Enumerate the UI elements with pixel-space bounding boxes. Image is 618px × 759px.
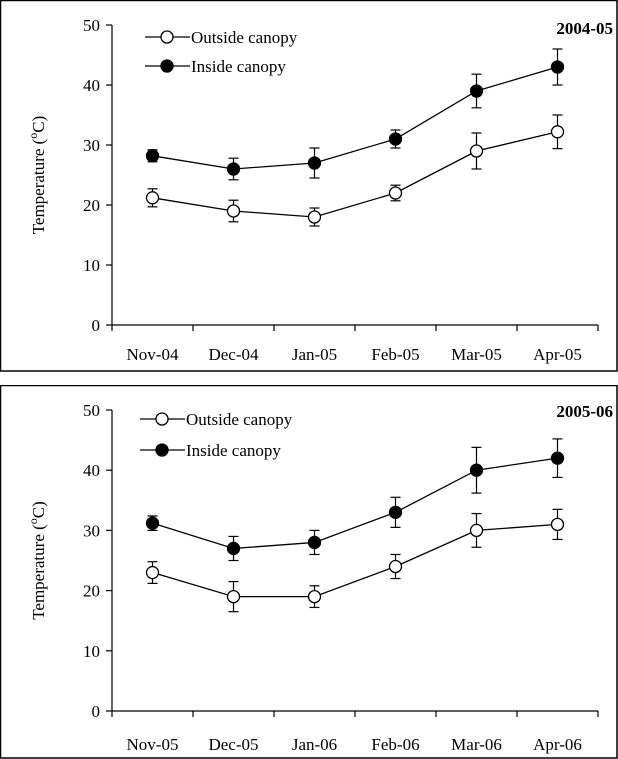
chart-2005-06: 0 10 20 30 40 50 Nov-05 Dec-05 Jan-06 Feb-06 Mar-0… [0,385,618,759]
series-line-outside [152,131,558,218]
data-point [226,204,241,218]
chart-title: 2004-05 [556,19,613,38]
data-point [145,516,160,530]
data-point [388,505,403,519]
chart-frame [0,0,618,372]
data-point [469,144,484,158]
data-point [550,60,565,74]
data-point [145,565,160,580]
legend-label: Inside canopy [191,57,286,76]
x-tick-label: Apr-05 [533,345,582,364]
data-point [145,149,160,163]
data-point [307,156,322,170]
x-tick-label: Jan-05 [292,345,337,364]
y-tick-label: 0 [92,316,101,335]
x-tick-label: Apr-06 [533,735,582,754]
legend-marker [160,59,174,73]
y-tick-label: 40 [83,76,100,95]
x-tick-label: Jan-06 [292,735,337,754]
data-point [550,125,565,139]
y-tick-label: 40 [83,461,100,480]
x-tick-label: Nov-05 [127,735,179,754]
legend-marker [155,443,169,457]
data-point [307,589,322,604]
chart-frame [0,385,618,759]
x-tick-label: Feb-05 [371,345,419,364]
legend-label: Inside canopy [186,441,281,460]
chart-panel-2004-05: 0 10 20 30 40 50 Nov-04 Dec-04 Jan-05 Feb-05 Mar-0… [0,0,618,372]
data-point [469,84,484,98]
legend-label: Outside canopy [186,410,293,429]
series-line-outside [152,523,558,598]
chart-2004-05: 0 10 20 30 40 50 Nov-04 Dec-04 Jan-05 Feb-05 Mar-0… [0,0,618,372]
y-tick-label: 10 [83,256,100,275]
data-point [226,541,241,556]
x-tick-label: Nov-04 [127,345,179,364]
data-point [388,186,403,200]
chart-title: 2005-06 [556,402,613,421]
y-tick-label: 20 [83,196,100,215]
x-tick-label: Mar-06 [451,735,502,754]
y-tick-label: 30 [83,136,100,155]
legend-marker [155,412,169,426]
legend-marker [160,30,174,44]
x-tick-label: Mar-05 [451,345,502,364]
x-tick-label: Dec-05 [208,735,258,754]
y-tick-label: 20 [83,582,100,601]
y-tick-label: 30 [83,521,100,540]
y-tick-label: 50 [83,16,100,35]
x-tick-label: Feb-06 [371,735,419,754]
data-point [469,463,484,477]
y-tick-label: 50 [83,401,100,420]
data-point [388,132,403,146]
data-point [226,589,241,604]
legend-label: Outside canopy [191,28,298,47]
y-tick-label: 0 [92,702,101,721]
series-line-inside [152,457,558,550]
y-axis-label: Temperature (oC) [26,116,48,235]
y-axis-label: Temperature (oC) [26,501,48,620]
data-point [145,191,160,205]
chart-panel-2005-06: 0 10 20 30 40 50 Nov-05 Dec-05 Jan-06 Feb-06 Mar-0… [0,385,618,759]
data-point [307,210,322,224]
x-tick-label: Dec-04 [208,345,259,364]
data-point [307,535,322,550]
data-point [226,162,241,176]
y-tick-label: 10 [83,642,100,661]
data-point [550,451,565,465]
data-point [550,517,565,532]
data-point [469,523,484,538]
series-line-inside [152,66,558,170]
data-point [388,559,403,574]
